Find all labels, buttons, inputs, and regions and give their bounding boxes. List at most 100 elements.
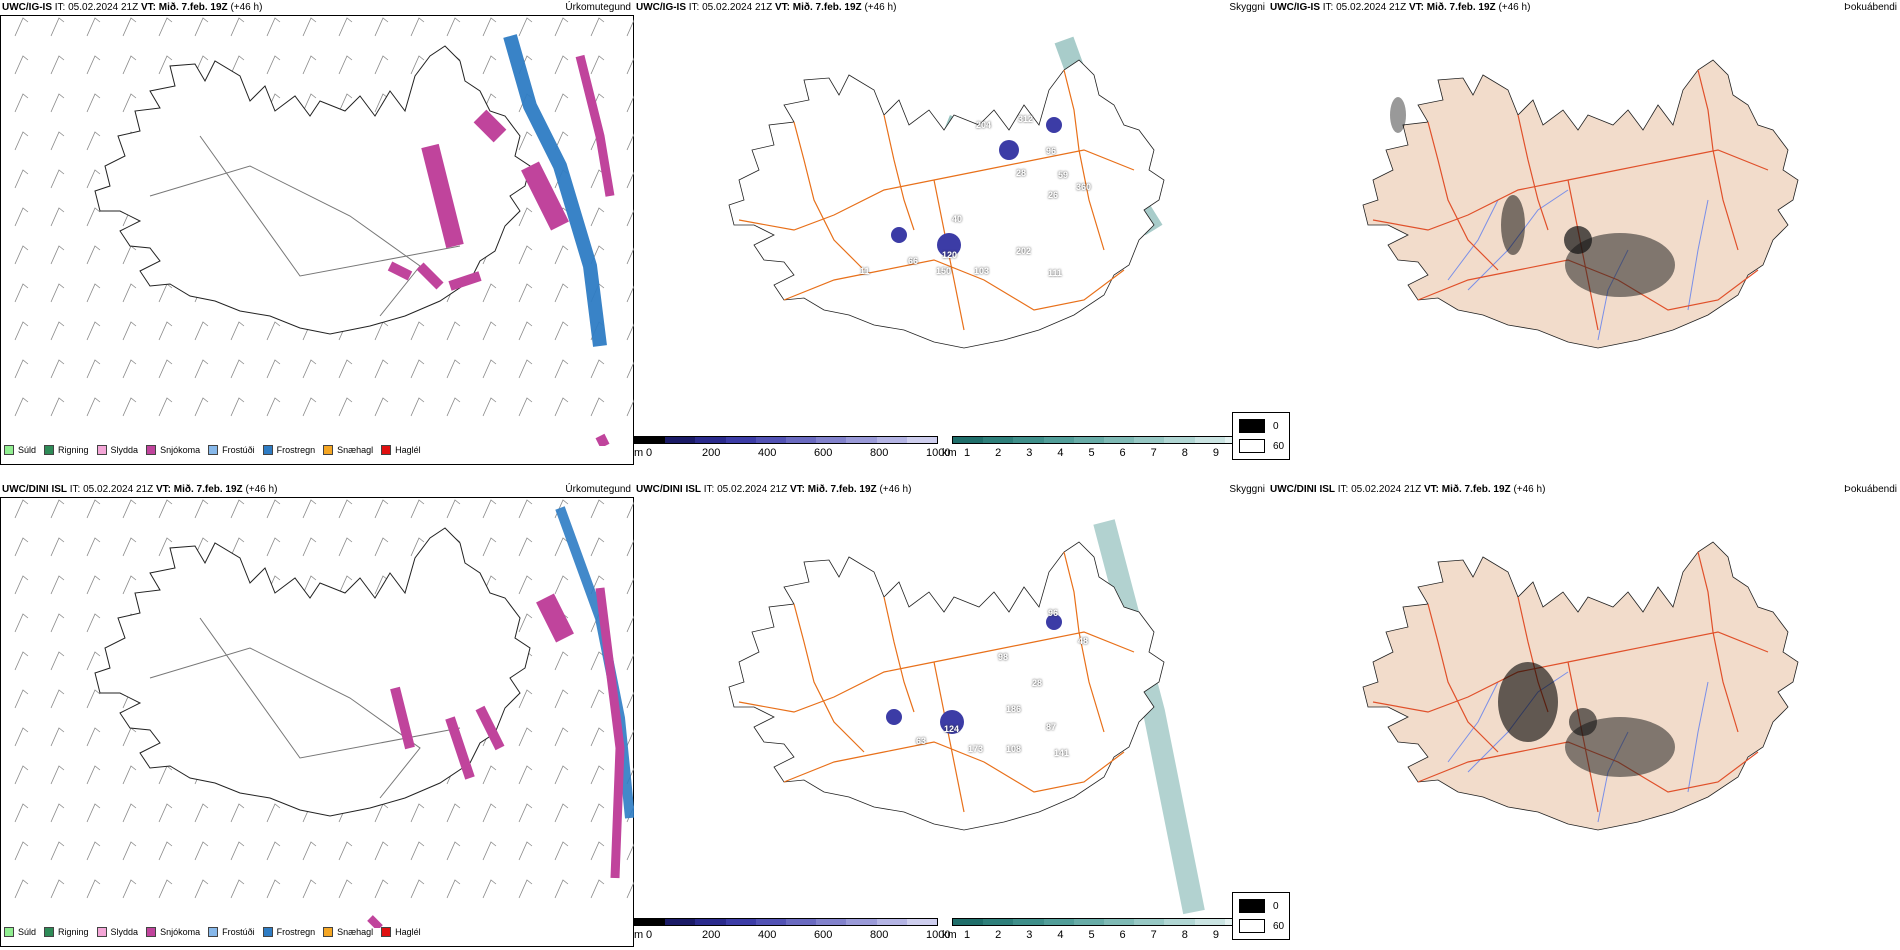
- wind-barb: [374, 55, 389, 75]
- wind-barb: [14, 537, 29, 557]
- legend-item: Haglél: [381, 927, 421, 937]
- wind-barb: [50, 689, 65, 709]
- fog-panel-top: UWC/IG-IS IT: 05.02.2024 21Z VT: Mið. 7.…: [1232, 0, 1900, 470]
- cloud-base-label: 103: [974, 266, 990, 276]
- wind-barb: [518, 207, 533, 227]
- wind-barb: [590, 499, 605, 519]
- wind-barb: [446, 321, 461, 341]
- wind-barb: [626, 691, 634, 709]
- wind-barb: [14, 613, 29, 633]
- wind-barb: [338, 499, 353, 519]
- wind-barb: [626, 539, 634, 557]
- colorbar-segment: [1073, 437, 1105, 443]
- wind-barb: [302, 55, 317, 75]
- colorbar-segment: [953, 919, 984, 925]
- panel-title: Úrkomutegund: [565, 484, 631, 495]
- colorbar-tick: 600: [814, 447, 833, 459]
- panel-title: Þokuábendi: [1844, 484, 1897, 495]
- wind-barb: [86, 131, 101, 151]
- legend-label: Snæhagl: [337, 927, 374, 937]
- wind-barb: [86, 575, 101, 595]
- wind-barb: [302, 499, 317, 519]
- wind-barb: [230, 321, 245, 341]
- wind-barb: [554, 689, 569, 709]
- legend-label: Frostregn: [276, 927, 316, 937]
- fog-legend-row: 0: [1239, 899, 1279, 913]
- wind-barb: [518, 575, 533, 595]
- wind-barb: [122, 499, 137, 519]
- legend-swatch: [44, 445, 55, 455]
- wind-barb: [50, 803, 65, 823]
- cloud-map: [728, 519, 1205, 915]
- wind-barb: [14, 727, 29, 747]
- wind-barb: [122, 93, 137, 113]
- panel-title: Þokuábendi: [1844, 2, 1897, 13]
- colorbar-tick: 1: [964, 447, 971, 459]
- wind-barb: [86, 321, 101, 341]
- wind-barb: [122, 841, 137, 861]
- wind-barb: [518, 841, 533, 861]
- wind-barb: [266, 499, 281, 519]
- wind-barb: [14, 879, 29, 899]
- panel-header: UWC/IG-IS IT: 05.02.2024 21Z VT: Mið. 7.…: [1270, 2, 1531, 13]
- wind-barb: [482, 283, 497, 303]
- wind-barb: [86, 651, 101, 671]
- wind-barb: [158, 879, 173, 899]
- wind-barb: [86, 613, 101, 633]
- wind-barb: [14, 359, 29, 379]
- wind-barb: [158, 17, 173, 37]
- panel-title: Úrkomutegund: [565, 2, 631, 13]
- wind-barb: [554, 575, 569, 595]
- wind-barb: [158, 55, 173, 75]
- wind-barb: [86, 727, 101, 747]
- wind-barb: [266, 537, 281, 557]
- legend-item: Frostúði: [208, 927, 255, 937]
- wind-barb: [86, 689, 101, 709]
- wind-barb: [14, 321, 29, 341]
- colorbar-segment: [1134, 919, 1165, 925]
- colorbar-segment: [755, 437, 787, 443]
- wind-barb: [266, 359, 281, 379]
- road-network: [738, 551, 1135, 813]
- cloud-base-label: 87: [1046, 722, 1057, 732]
- wind-barb: [122, 537, 137, 557]
- legend-label: Slydda: [110, 445, 139, 455]
- wind-barb: [482, 397, 497, 417]
- cloud-base-panel-bottom: UWC/DINI ISL IT: 05.02.2024 21Z VT: Mið.…: [634, 482, 1268, 950]
- wind-barb: [482, 17, 497, 37]
- wind-barb: [302, 17, 317, 37]
- wind-barb: [554, 359, 569, 379]
- fog-legend-row: 60: [1239, 439, 1284, 453]
- wind-barb: [626, 577, 634, 595]
- wind-barb: [626, 615, 634, 633]
- wind-barb: [230, 359, 245, 379]
- wind-barb: [14, 397, 29, 417]
- wind-barb: [626, 881, 634, 899]
- colorbar-segment: [846, 437, 877, 443]
- fog-legend: 0 60: [1232, 892, 1290, 940]
- legend-label: Rigning: [58, 445, 89, 455]
- colorbar-tick: 4: [1057, 929, 1064, 941]
- wind-barb: [194, 397, 209, 417]
- wind-barb: [374, 841, 389, 861]
- wind-barb: [122, 397, 137, 417]
- legend-swatch: [381, 927, 392, 937]
- colorbar-segment: [665, 437, 696, 443]
- colorbar-segment: [665, 919, 696, 925]
- legend-swatch: [96, 927, 107, 937]
- wind-barb: [14, 841, 29, 861]
- wind-barb: [194, 321, 209, 341]
- wind-barb: [554, 397, 569, 417]
- legend-item: Frostregn: [262, 927, 316, 937]
- wind-barb: [122, 727, 137, 747]
- panel-header: UWC/IG-IS IT: 05.02.2024 21Z VT: Mið. 7.…: [636, 2, 897, 13]
- cloud-base-label: 186: [1006, 704, 1022, 714]
- colorbar-m: [634, 918, 938, 926]
- wind-barb: [86, 17, 101, 37]
- colorbar-segment: [1194, 437, 1225, 443]
- legend-swatch: [146, 445, 157, 455]
- cloud-label-layer: 96 48 98 28 186 124 63 173 108 87 141: [634, 512, 1268, 922]
- fog-legend-label: 60: [1273, 440, 1285, 452]
- cloud-base-label: 26: [1048, 190, 1059, 200]
- wind-barb: [194, 499, 209, 519]
